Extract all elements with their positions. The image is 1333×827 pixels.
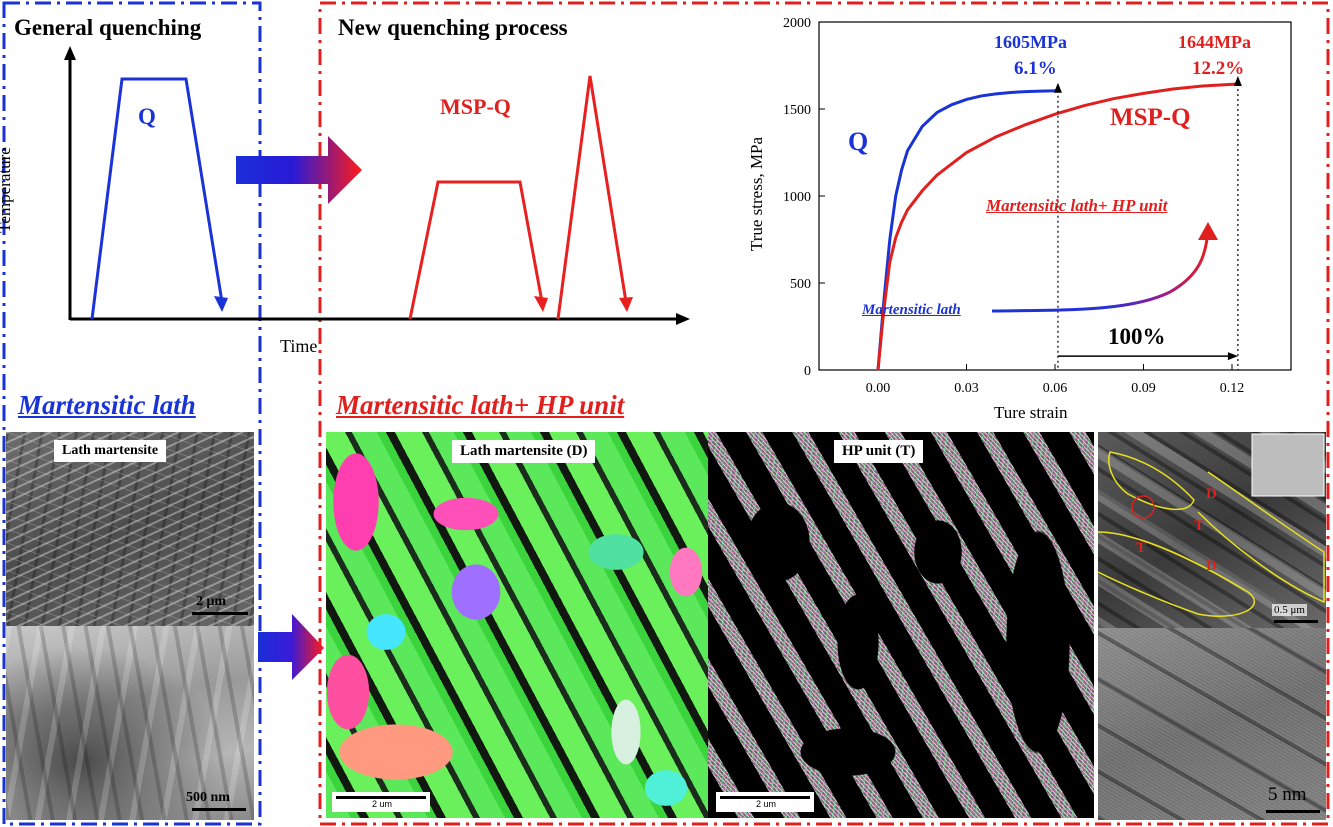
tem-left-scale-label: 500 nm — [186, 790, 230, 805]
stress-strain-chart: 0.00 0.03 0.06 0.09 0.12 0 500 1000 1500 2000 — [783, 16, 1292, 396]
tem-boundary-overlay — [1098, 433, 1325, 617]
tem-right-scale-bar — [1274, 620, 1318, 623]
y-tick-label: 1000 — [783, 190, 811, 205]
msp-q-curve-label: MSP-Q — [1110, 104, 1191, 131]
x-tick-label: 0.12 — [1220, 381, 1245, 396]
tem-label-d1: D — [1206, 486, 1217, 502]
q-curve-label: Q — [848, 127, 869, 156]
q-fracture-marker-icon — [1053, 82, 1062, 93]
msp-q-fracture-marker-icon — [1233, 75, 1242, 86]
y-axis-arrow-icon — [64, 46, 76, 60]
left-subtitle: Martensitic lath — [18, 390, 196, 420]
y-tick-label: 1500 — [783, 103, 811, 118]
hrtem-scale-bar — [1266, 810, 1320, 813]
strain-increase-label: 100% — [1108, 324, 1166, 349]
process-schematic — [64, 46, 690, 325]
strain-increase-arrow-icon — [1227, 352, 1238, 361]
x-tick-label: 0.00 — [866, 381, 891, 396]
ebsd-lath-martensite-map: Lath martensite (D) 2 um — [326, 432, 708, 818]
y-tick-label: 0 — [804, 364, 811, 379]
y-tick-label: 2000 — [783, 16, 811, 31]
tem-left-scale-bar — [192, 808, 246, 811]
ebsd-d-scale-label: 2 um — [372, 799, 393, 809]
microstructure-transition-curve — [991, 229, 1210, 313]
ebsd-hp-unit-map: HP unit (T) 2 um — [708, 432, 1094, 818]
tem-label-t2: T — [1136, 540, 1147, 556]
tem-label-d2: D — [1206, 558, 1217, 574]
x-tick-label: 0.03 — [954, 381, 979, 396]
msp-q-stress-annotation: 1644MPa — [1178, 32, 1251, 52]
y-axis-label: True stress, MPa — [747, 136, 766, 252]
msp-q-process-curve — [408, 180, 544, 320]
ebsd-d-scale-bar — [336, 796, 426, 799]
msp-q-reheat-curve — [556, 75, 628, 320]
sem-scale-bar — [192, 612, 248, 615]
sem-micrograph: Lath martensite 2 μm — [6, 432, 254, 626]
msp-q-cooling-arrow-1-icon — [534, 296, 548, 312]
hp-unit-label: Martensitic lath+ HP unit — [986, 196, 1168, 215]
hrtem-scale-label: 5 nm — [1268, 784, 1307, 805]
tem-region-marker-icon — [1131, 495, 1155, 519]
micrograph-transition-arrow-icon — [258, 614, 324, 680]
x-tick-label: 0.09 — [1131, 381, 1156, 396]
series-q-line — [876, 89, 1058, 371]
x-tick-label: 0.06 — [1043, 381, 1068, 396]
hrtem-micrograph: 5 nm — [1098, 628, 1326, 820]
q-stress-annotation: 1605MPa — [994, 32, 1067, 52]
q-strain-annotation: 6.1% — [1014, 58, 1057, 79]
lath-label: Martensitic lath — [862, 302, 961, 318]
q-process-label: Q — [138, 104, 156, 129]
left-panel-title: General quenching — [14, 15, 202, 40]
tem-micrograph-left: 500 nm — [6, 626, 254, 820]
right-panel-title: New quenching process — [338, 15, 568, 40]
x-axis-arrow-icon — [676, 313, 690, 325]
series-msp-q-line — [876, 82, 1238, 371]
q-cooling-arrow-icon — [214, 296, 228, 312]
schematic-y-label: Temperature — [0, 147, 14, 233]
tem-micrograph-right: T T D D 0.5 μm — [1098, 432, 1326, 628]
process-transition-arrow-icon — [236, 136, 362, 204]
microstructure-transition-arrow-icon — [1198, 222, 1218, 240]
x-axis-label: Ture strain — [994, 403, 1068, 422]
tem-right-scale-label: 0.5 μm — [1272, 604, 1307, 616]
msp-q-process-label: MSP-Q — [440, 94, 511, 119]
sem-tag: Lath martensite — [54, 440, 167, 462]
sem-scale-label: 2 μm — [196, 594, 227, 609]
schematic-x-label: Time — [280, 336, 318, 356]
ebsd-t-scale-bar — [720, 796, 810, 799]
ebsd-t-tag: HP unit (T) — [834, 440, 924, 463]
y-tick-label: 500 — [790, 277, 811, 292]
msp-q-cooling-arrow-2-icon — [619, 297, 633, 312]
tem-label-t1: T — [1194, 518, 1205, 534]
ebsd-d-tag: Lath martensite (D) — [452, 440, 596, 463]
ebsd-t-scale-label: 2 um — [756, 799, 777, 809]
tem-inset — [1251, 433, 1325, 497]
right-subtitle: Martensitic lath+ HP unit — [336, 390, 625, 420]
q-process-curve — [90, 77, 224, 320]
msp-q-strain-annotation: 12.2% — [1192, 58, 1245, 79]
